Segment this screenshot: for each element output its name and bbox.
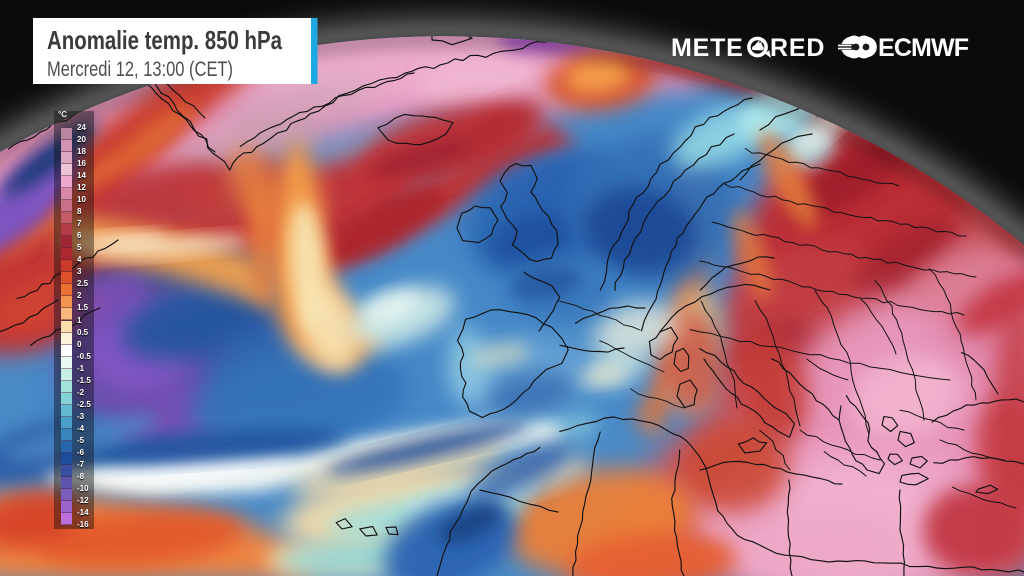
svg-text:METE: METE [671, 34, 744, 62]
svg-text:ECMWF: ECMWF [878, 34, 969, 62]
svg-text:Anomalie temp. 850 hPa: Anomalie temp. 850 hPa [47, 25, 282, 55]
svg-text:Mercredi 12, 13:00 (CET): Mercredi 12, 13:00 (CET) [47, 58, 233, 81]
svg-text:RED: RED [770, 34, 825, 62]
